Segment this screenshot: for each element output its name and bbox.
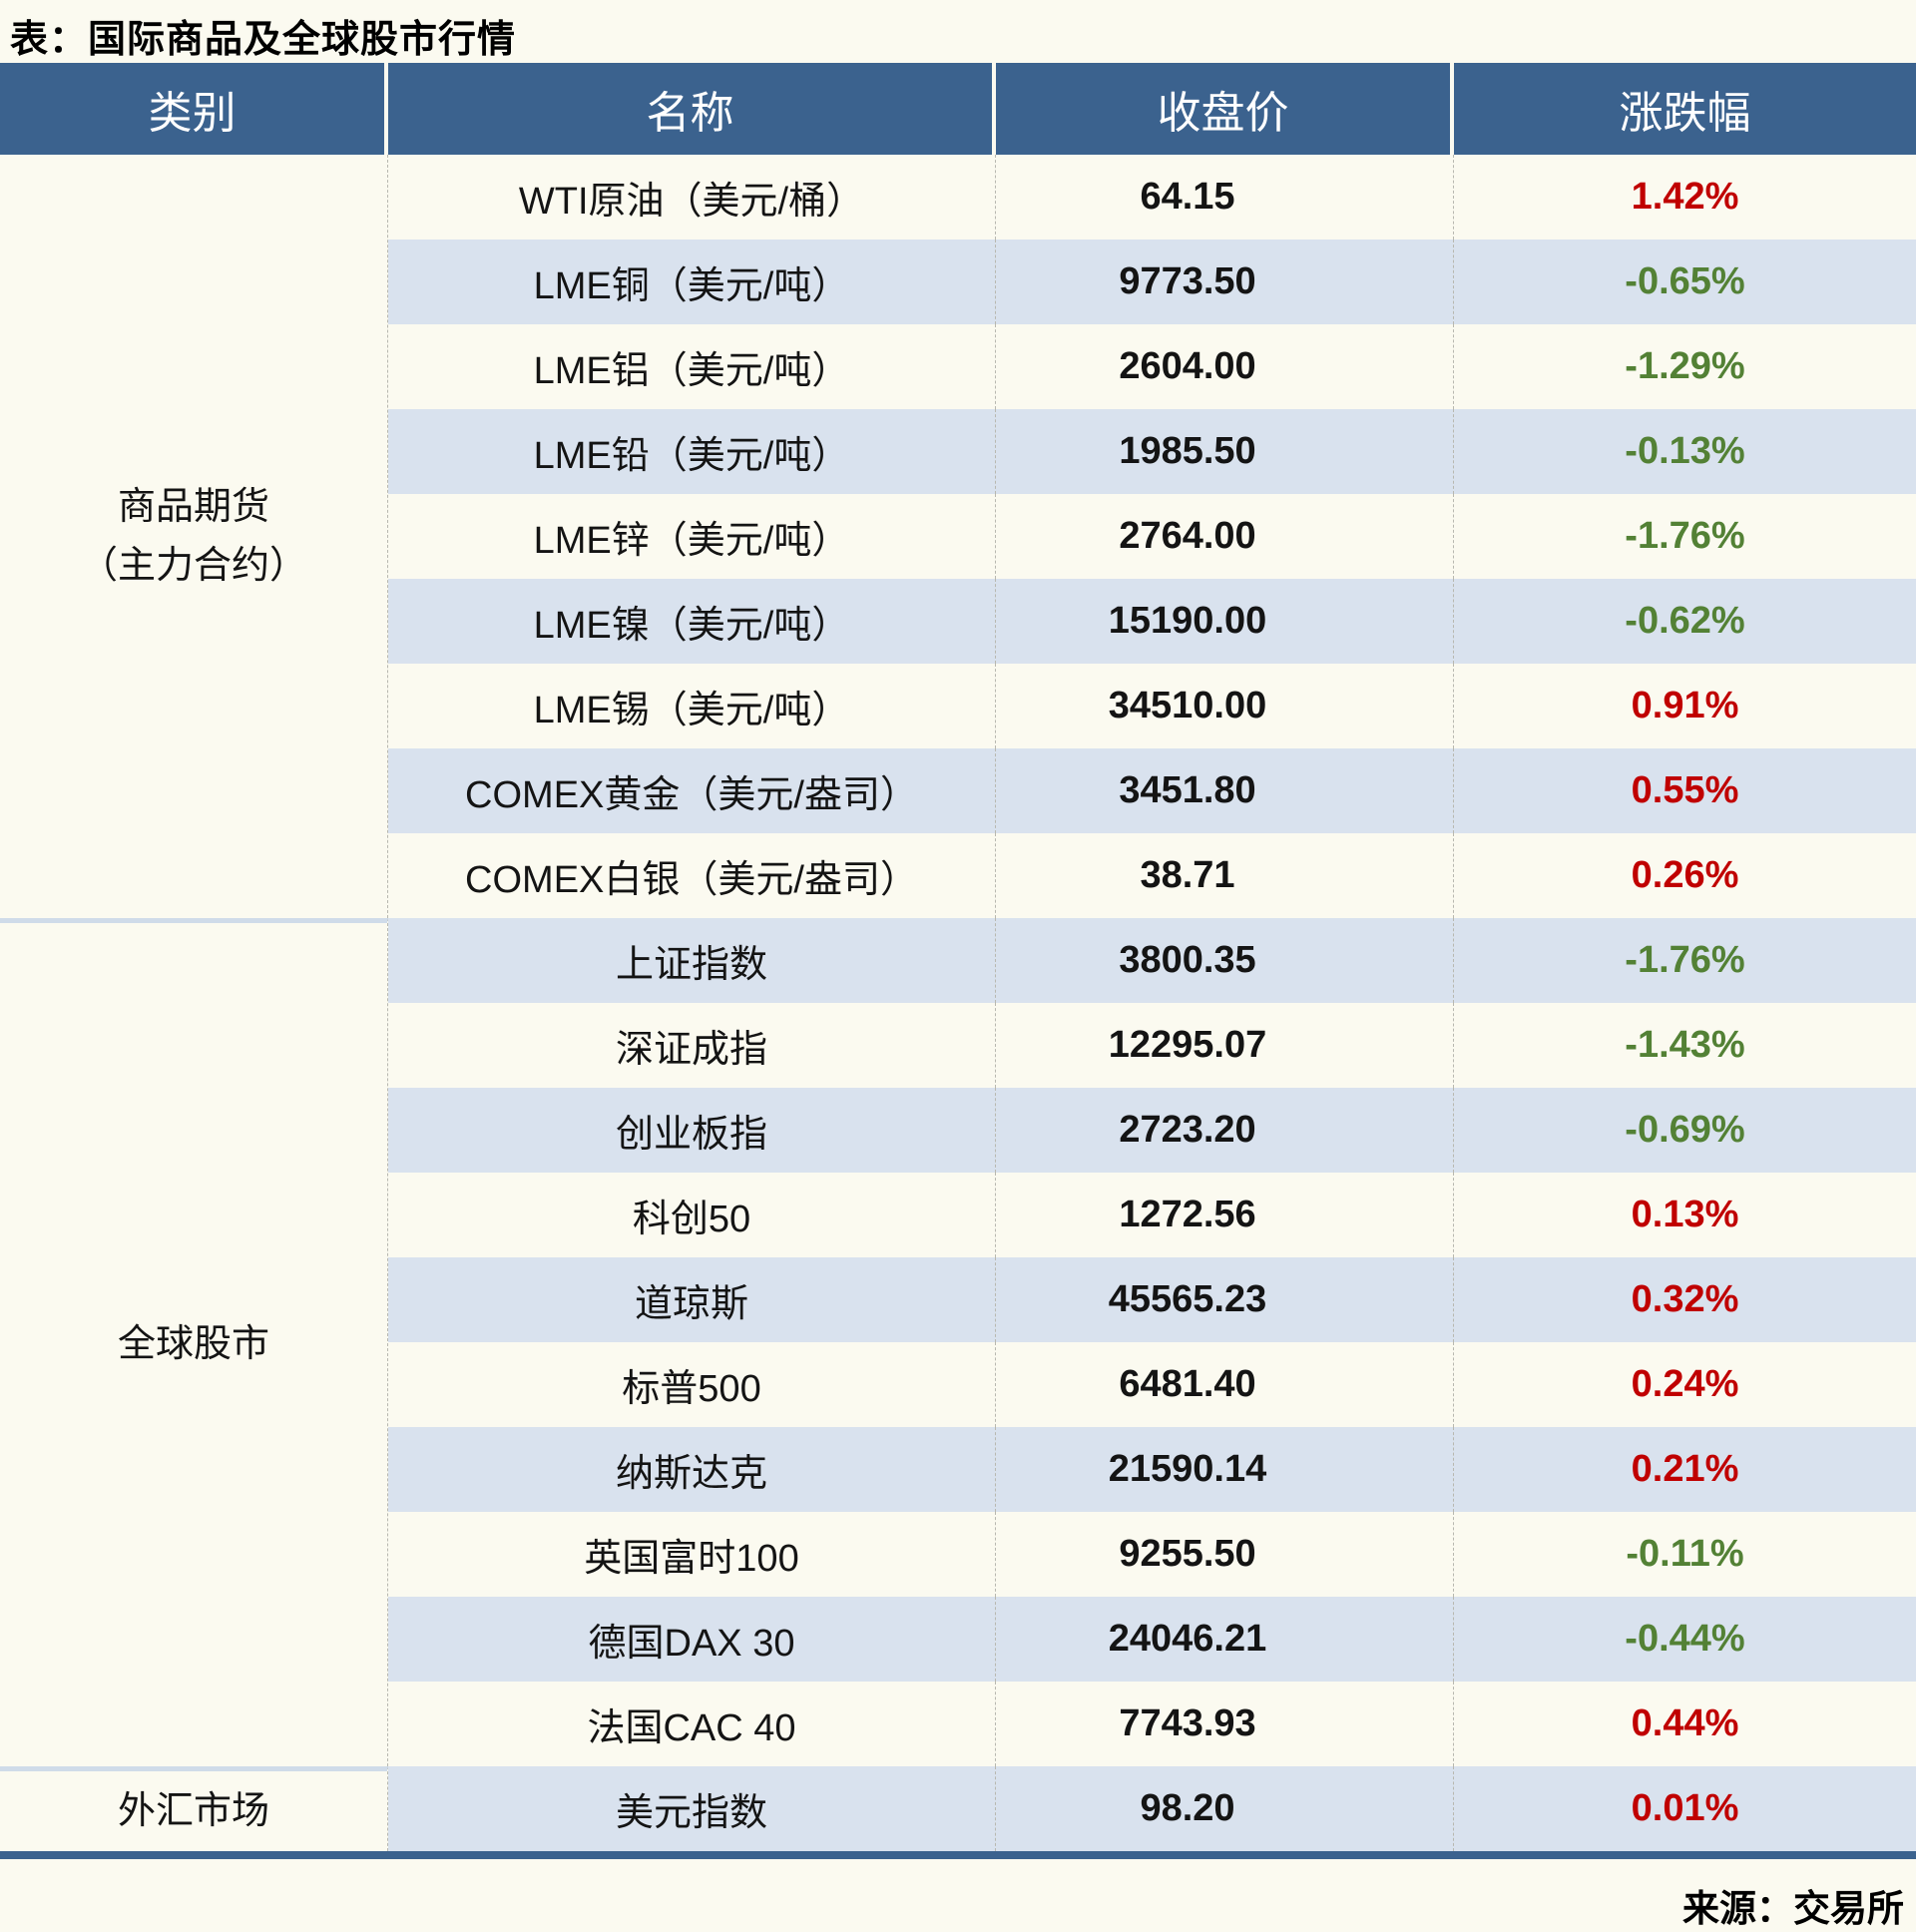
table-header-row: 类别 名称 收盘价 涨跌幅 xyxy=(0,63,1916,155)
header-cell-category: 类别 xyxy=(0,63,388,155)
change-percent-cell: 0.26% xyxy=(1631,854,1739,896)
name-cell: COMEX黄金（美元/盎司） xyxy=(388,748,996,833)
close-price-cell: 21590.14 xyxy=(996,1427,1454,1512)
change-percent-cell: 0.55% xyxy=(1454,748,1916,833)
name-cell: 美元指数 xyxy=(388,1766,996,1851)
name-cell: 道琼斯 xyxy=(388,1257,996,1342)
close-price-cell: 34510.00 xyxy=(996,664,1454,748)
page-title: 表：国际商品及全球股市行情 xyxy=(10,19,517,61)
name-cell: WTI原油（美元/桶） xyxy=(388,155,996,240)
close-price-cell: 45565.23 xyxy=(996,1257,1454,1342)
header-cell-close: 收盘价 xyxy=(996,63,1454,155)
change-percent-cell: -0.69% xyxy=(1454,1088,1916,1173)
name-cell: 标普500 xyxy=(388,1342,996,1427)
category-cell: 全球股市 xyxy=(0,918,388,1766)
change-percent-cell: 0.91% xyxy=(1631,685,1739,726)
close-price-cell: 3800.35 xyxy=(996,918,1454,1003)
close-price-cell: 2764.00 xyxy=(996,494,1454,579)
close-price-cell: 38.71 xyxy=(996,833,1454,918)
close-price-cell: 12295.07 xyxy=(996,1003,1454,1088)
change-percent-cell: -1.43% xyxy=(1625,1024,1745,1066)
category-cell: 商品期货 （主力合约） xyxy=(0,155,388,918)
name-cell: LME锡（美元/吨） xyxy=(388,664,996,748)
name-cell: 上证指数 xyxy=(388,918,996,1003)
change-percent-cell: -1.76% xyxy=(1625,515,1745,557)
change-percent-cell: -1.29% xyxy=(1625,345,1745,387)
close-price-cell: 2723.20 xyxy=(996,1088,1454,1173)
close-price-cell: 24046.21 xyxy=(996,1597,1454,1682)
name-cell: 英国富时100 xyxy=(388,1512,996,1597)
change-percent-cell: -1.76% xyxy=(1454,918,1916,1003)
close-price-cell: 7743.93 xyxy=(996,1682,1454,1766)
header-cell-name: 名称 xyxy=(388,63,996,155)
change-percent-cell: 0.44% xyxy=(1631,1702,1739,1744)
name-cell: 创业板指 xyxy=(388,1088,996,1173)
change-percent-cell: -0.13% xyxy=(1454,409,1916,494)
name-cell: LME锌（美元/吨） xyxy=(388,494,996,579)
close-price-cell: 1985.50 xyxy=(996,409,1454,494)
change-percent-cell: 0.01% xyxy=(1454,1766,1916,1851)
category-cell: 外汇市场 xyxy=(0,1766,388,1851)
category-label-line: 全球股市 xyxy=(117,1323,269,1366)
change-percent-cell: 0.32% xyxy=(1454,1257,1916,1342)
change-percent-cell: 0.13% xyxy=(1631,1194,1739,1235)
name-cell: 法国CAC 40 xyxy=(388,1682,996,1766)
table-body: 商品期货 （主力合约） WTI原油（美元/桶） 64.15 1.42% LME铜（美元/吨… xyxy=(0,155,1916,1859)
name-cell: LME铝（美元/吨） xyxy=(388,324,996,409)
name-cell: 纳斯达克 xyxy=(388,1427,996,1512)
name-cell: 德国DAX 30 xyxy=(388,1597,996,1682)
category-label-line: 外汇市场 xyxy=(117,1789,269,1832)
source-note: 来源：交易所 xyxy=(1682,1888,1904,1929)
change-percent-cell: -0.65% xyxy=(1454,240,1916,324)
close-price-cell: 15190.00 xyxy=(996,579,1454,664)
category-label-line: 商品期货 xyxy=(117,485,269,528)
close-price-cell: 2604.00 xyxy=(996,324,1454,409)
change-percent-cell: -0.11% xyxy=(1626,1533,1744,1575)
market-table: 类别 名称 收盘价 涨跌幅 商品期货 （主力合约） WTI原油（美元/桶） 64.15… xyxy=(0,63,1916,1859)
close-price-cell: 1272.56 xyxy=(996,1173,1454,1257)
name-cell: 深证成指 xyxy=(388,1003,996,1088)
change-percent-cell: -0.62% xyxy=(1454,579,1916,664)
close-price-cell: 98.20 xyxy=(996,1766,1454,1851)
close-price-cell: 9773.50 xyxy=(996,240,1454,324)
header-cell-change: 涨跌幅 xyxy=(1619,89,1751,138)
name-cell: LME铜（美元/吨） xyxy=(388,240,996,324)
name-cell: LME铅（美元/吨） xyxy=(388,409,996,494)
name-cell: COMEX白银（美元/盎司） xyxy=(388,833,996,918)
category-label-line: （主力合约） xyxy=(79,544,307,587)
name-cell: 科创50 xyxy=(388,1173,996,1257)
close-price-cell: 6481.40 xyxy=(996,1342,1454,1427)
change-percent-cell: 0.24% xyxy=(1631,1363,1739,1405)
close-price-cell: 9255.50 xyxy=(996,1512,1454,1597)
name-cell: LME镍（美元/吨） xyxy=(388,579,996,664)
close-price-cell: 3451.80 xyxy=(996,748,1454,833)
change-percent-cell: -0.44% xyxy=(1454,1597,1916,1682)
change-percent-cell: 1.42% xyxy=(1631,176,1739,218)
change-percent-cell: 0.21% xyxy=(1454,1427,1916,1512)
close-price-cell: 64.15 xyxy=(996,155,1454,240)
